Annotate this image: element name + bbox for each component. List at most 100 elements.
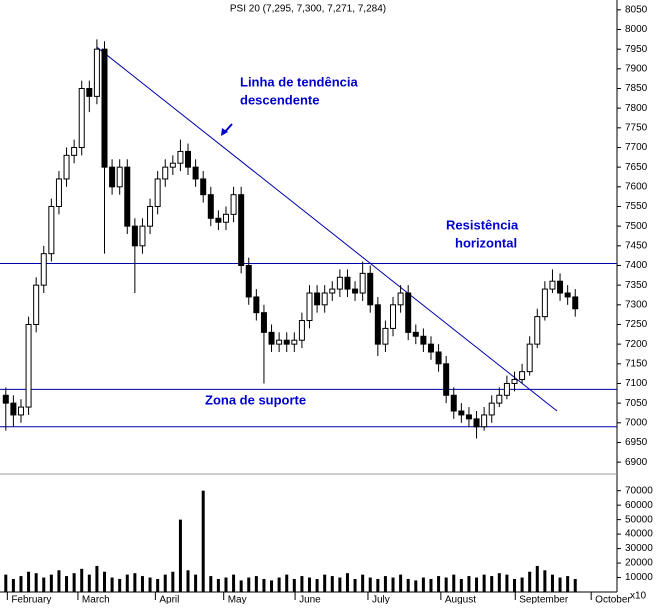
volume-bar <box>156 578 160 592</box>
volume-bar <box>550 574 554 592</box>
volume-bar <box>383 576 387 592</box>
y-tick-label: 7850 <box>625 83 648 94</box>
y-tick-label: 7950 <box>625 44 648 55</box>
y-tick-label: 7100 <box>625 378 648 389</box>
candle-body <box>245 264 252 298</box>
y-tick-label: 7500 <box>625 221 648 232</box>
candle-body <box>458 410 465 416</box>
candle-body <box>450 394 457 412</box>
volume-bar <box>292 578 296 592</box>
volume-bar <box>399 574 403 592</box>
volume-bar <box>201 490 205 592</box>
x-tick-label: June <box>299 595 321 604</box>
annotation: Linha de tendência <box>240 74 359 89</box>
volume-bar <box>414 580 418 592</box>
annotation: Zona de suporte <box>205 392 306 407</box>
candle-body <box>192 166 199 180</box>
candle-body <box>109 166 116 188</box>
volume-bar <box>42 577 46 592</box>
volume-tick-label: 10000 <box>625 572 653 583</box>
y-tick-label: 7000 <box>625 417 648 428</box>
x-tick-label: May <box>228 595 247 604</box>
volume-bar <box>216 578 220 592</box>
candle-body <box>78 87 85 148</box>
volume-tick-label: 50000 <box>625 514 653 525</box>
volume-bar <box>452 574 456 592</box>
candle-body <box>519 371 526 381</box>
volume-bar <box>95 565 99 592</box>
volume-bar <box>178 519 182 592</box>
candle-body <box>48 205 55 255</box>
annotation: descendente <box>240 92 319 107</box>
candle-body <box>215 217 222 223</box>
volume-bar <box>497 573 501 592</box>
volume-bar <box>482 574 486 592</box>
volume-bar <box>27 571 31 592</box>
candle-body <box>2 394 9 404</box>
y-tick-label: 7550 <box>625 201 648 212</box>
volume-bar <box>543 570 547 592</box>
y-tick-label: 7800 <box>625 103 648 114</box>
candle-body <box>557 280 564 294</box>
candle-body <box>526 343 533 373</box>
candle-body <box>367 272 374 306</box>
candle-body <box>101 48 108 168</box>
candle-body <box>481 414 488 428</box>
x-tick-label: March <box>82 595 110 604</box>
candle-body <box>314 292 321 306</box>
y-tick-label: 7400 <box>625 260 648 271</box>
candle-body <box>298 320 305 341</box>
volume-bar <box>247 577 251 592</box>
volume-bar <box>125 574 129 592</box>
y-tick-label: 6950 <box>625 437 648 448</box>
volume-bar <box>72 573 76 592</box>
volume-bar <box>323 574 327 592</box>
candle-body <box>397 292 404 306</box>
candle-body <box>200 178 207 196</box>
candle-body <box>63 154 70 180</box>
candle-body <box>572 296 579 310</box>
y-tick-label: 7150 <box>625 358 648 369</box>
candle-body <box>511 379 518 384</box>
volume-bar <box>49 574 53 592</box>
volume-bar <box>558 577 562 592</box>
y-tick-label: 7700 <box>625 142 648 153</box>
candle-body <box>390 304 397 329</box>
volume-bar <box>338 577 342 592</box>
volume-bar <box>353 578 357 592</box>
volume-bar <box>209 576 213 592</box>
volume-bar <box>103 571 106 592</box>
volume-bar <box>285 574 289 592</box>
volume-tick-label: 70000 <box>625 485 653 496</box>
x-tick-label: August <box>445 595 476 604</box>
candle-body <box>283 339 290 345</box>
candle-body <box>25 323 32 408</box>
y-tick-label: 6900 <box>625 457 648 468</box>
candle-body <box>306 292 313 322</box>
candle-body <box>139 225 146 247</box>
volume-bar <box>361 574 365 592</box>
volume-bar <box>65 576 69 592</box>
candle-body <box>93 48 100 97</box>
candle-body <box>124 166 131 227</box>
volume-bar <box>406 578 410 592</box>
volume-bar <box>315 578 319 592</box>
candle-body <box>496 394 503 404</box>
volume-bar <box>391 577 395 592</box>
y-tick-label: 7200 <box>625 339 648 350</box>
volume-bar <box>163 574 167 592</box>
y-tick-label: 7050 <box>625 398 648 409</box>
candle-body <box>154 178 161 207</box>
y-tick-label: 7650 <box>625 162 648 173</box>
volume-bar <box>224 577 228 592</box>
candle-body <box>321 292 328 306</box>
volume-bar <box>368 577 372 592</box>
volume-bar <box>186 570 190 592</box>
volume-bar <box>171 571 175 592</box>
candle-body <box>382 327 389 345</box>
candle-body <box>238 194 245 266</box>
x-tick-label: April <box>159 595 179 604</box>
candle-body <box>230 194 237 215</box>
candle-body <box>435 351 442 365</box>
